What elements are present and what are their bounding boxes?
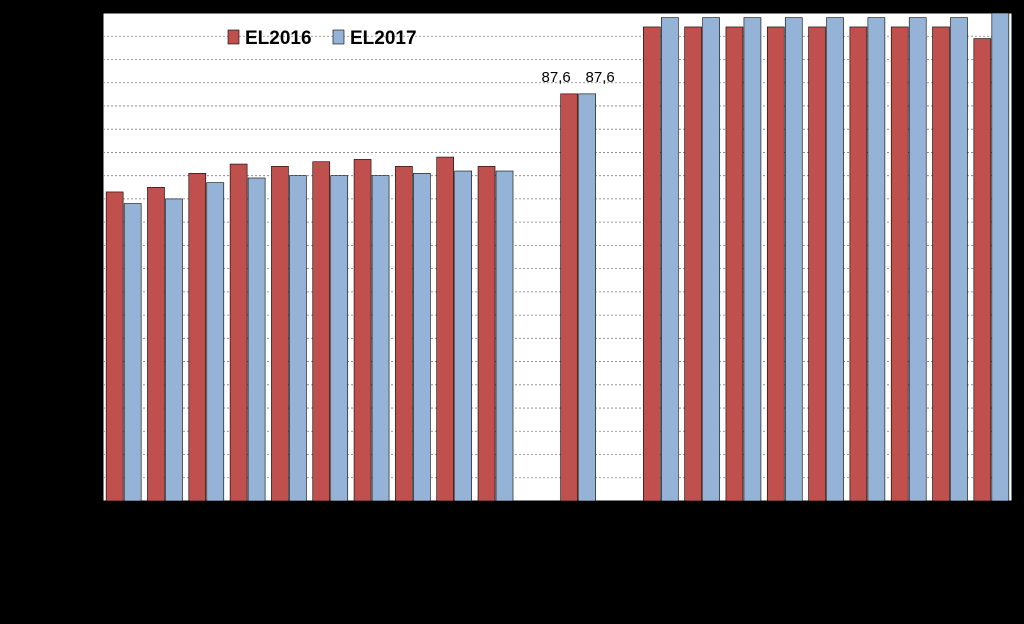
bar-el2017-10 <box>495 170 514 502</box>
bar-el2017-2 <box>165 198 183 502</box>
legend-swatch-el2016 <box>227 29 240 45</box>
bar-el2017-17 <box>784 17 803 502</box>
bar-el2016-17 <box>766 26 785 502</box>
bar-el2016-18 <box>808 26 826 502</box>
bar-el2017-14 <box>660 17 679 502</box>
bar-el2016-1 <box>105 191 124 502</box>
data-labels: 87,6 87,6 <box>542 69 615 86</box>
bar-el2017-15 <box>702 17 720 502</box>
bar-el2016-5 <box>271 166 289 502</box>
legend: EL2016 EL2017 <box>227 28 417 49</box>
legend-label-el2016: EL2016 <box>245 28 312 49</box>
bar-el2016-19 <box>849 26 868 502</box>
bar-el2016-20 <box>890 26 909 502</box>
bars <box>105 12 1010 502</box>
bar-el2016-10 <box>477 166 496 502</box>
bar-el2017-8 <box>413 173 431 502</box>
bar-el2016-3 <box>188 173 207 502</box>
bar-el2016-7 <box>353 159 372 502</box>
bar-el2016-8 <box>395 166 413 502</box>
data-label: 87,6 <box>542 69 571 86</box>
bar-el2017-20 <box>908 17 927 502</box>
bar-el2017-3 <box>206 182 225 502</box>
bar-el2016-4 <box>229 163 248 502</box>
legend-swatch-el2017 <box>332 29 345 45</box>
bar-el2017-7 <box>371 175 390 502</box>
bar-el2017-6 <box>330 175 349 502</box>
bar-el2017-19 <box>867 17 886 502</box>
bar-el2016-16 <box>725 26 744 502</box>
bar-el2016-21 <box>932 26 950 502</box>
bar-el2017-22 <box>991 12 1010 502</box>
data-label: 87,6 <box>586 69 615 86</box>
bar-el2016-14 <box>642 26 661 502</box>
bar-el2017-4 <box>247 177 266 502</box>
bar-el2016-22 <box>973 38 992 502</box>
bar-el2016-6 <box>312 161 331 502</box>
bar-el2017-21 <box>950 17 968 502</box>
bar-el2017-1 <box>123 203 142 502</box>
bar-el2017-5 <box>289 175 307 502</box>
bar-el2017-12 <box>578 93 596 502</box>
legend-label-el2017: EL2017 <box>350 28 417 49</box>
bar-el2017-9 <box>454 170 473 502</box>
bar-el2016-2 <box>147 186 165 502</box>
bar-el2016-9 <box>436 156 455 502</box>
bar-el2017-16 <box>743 17 762 502</box>
bar-el2016-12 <box>560 93 578 502</box>
bar-el2017-18 <box>826 17 844 502</box>
bar-el2016-15 <box>684 26 702 502</box>
